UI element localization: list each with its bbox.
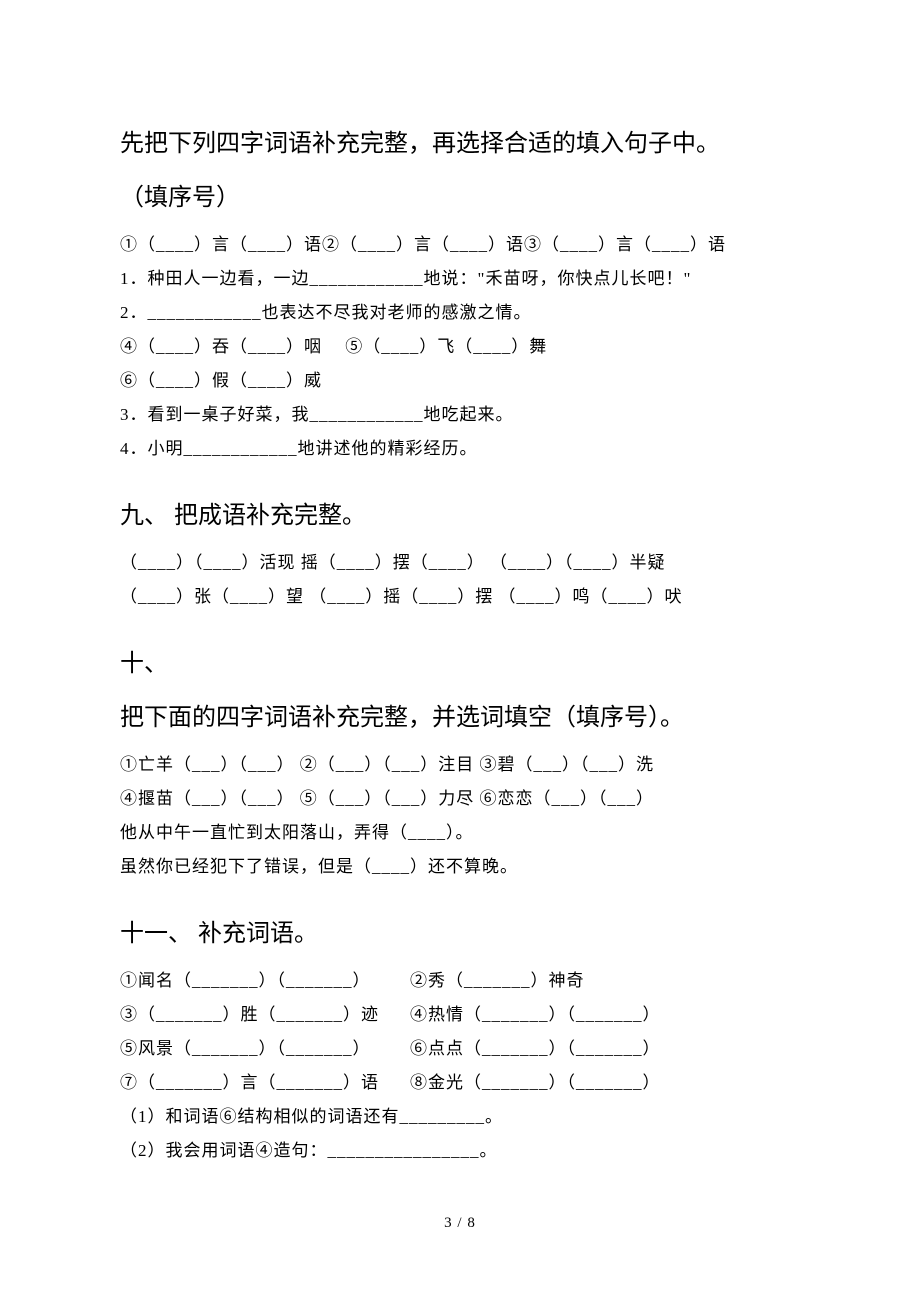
s11-row3: ⑤风景（_______）（_______） ⑥点点（_______）（_____… <box>120 1032 800 1066</box>
s10-line4: 虽然你已经犯下了错误，但是（____）还不算晚。 <box>120 850 800 884</box>
intro-line2: 1．种田人一边看，一边____________地说："禾苗呀，你快点儿长吧！" <box>120 262 800 296</box>
s10-line2: ④揠苗（___）（___） ⑤（___）（___）力尽 ⑥恋恋（___）（___… <box>120 782 800 816</box>
s11-r1b: ②秀（_______）神奇 <box>410 964 585 998</box>
s11-r3b: ⑥点点（_______）（_______） <box>410 1032 661 1066</box>
section-10-title-b: 把下面的四字词语补充完整，并选词填空（填序号）。 <box>120 694 800 742</box>
intro-line7: 4．小明____________地讲述他的精彩经历。 <box>120 432 800 466</box>
page-footer: 3 / 8 <box>0 1215 920 1232</box>
s11-r4b: ⑧金光（_______）（_______） <box>410 1066 661 1100</box>
section-10-title-a: 十、 <box>120 640 800 688</box>
section-11-title: 十一、 补充词语。 <box>120 910 800 958</box>
s9-line2: （____）张（____）望 （____）摇（____）摆 （____）鸣（__… <box>120 580 800 614</box>
s11-line6: （2）我会用词语④造句：________________。 <box>120 1134 800 1168</box>
section-9-title: 九、 把成语补充完整。 <box>120 492 800 540</box>
intro-line1: ①（____）言（____）语②（____）言（____）语③（____）言（_… <box>120 228 800 262</box>
intro-line4: ④（____）吞（____）咽 ⑤（____）飞（____）舞 <box>120 330 800 364</box>
s11-r4a: ⑦（_______）言（_______）语 <box>120 1066 410 1100</box>
s10-line1: ①亡羊（___）（___） ②（___）（___）注目 ③碧（___）（___）… <box>120 748 800 782</box>
s11-r2a: ③（_______）胜（_______）迹 <box>120 998 410 1032</box>
s11-r1a: ①闻名（_______）（_______） <box>120 964 410 998</box>
intro-para2: （填序号） <box>120 174 800 222</box>
s11-row4: ⑦（_______）言（_______）语 ⑧金光（_______）（_____… <box>120 1066 800 1100</box>
intro-para1: 先把下列四字词语补充完整，再选择合适的填入句子中。 <box>120 120 800 168</box>
intro-line3: 2．____________也表达不尽我对老师的感激之情。 <box>120 296 800 330</box>
s10-line3: 他从中午一直忙到太阳落山，弄得（____）。 <box>120 816 800 850</box>
intro-line5: ⑥（____）假（____）威 <box>120 364 800 398</box>
s11-row1: ①闻名（_______）（_______） ②秀（_______）神奇 <box>120 964 800 998</box>
s11-line5: （1）和词语⑥结构相似的词语还有_________。 <box>120 1100 800 1134</box>
s9-line1: （____）（____）活现 摇（____）摆（____） （____）（___… <box>120 546 800 580</box>
page-content: 先把下列四字词语补充完整，再选择合适的填入句子中。 （填序号） ①（____）言… <box>0 0 920 1168</box>
s11-row2: ③（_______）胜（_______）迹 ④热情（_______）（_____… <box>120 998 800 1032</box>
s11-r3a: ⑤风景（_______）（_______） <box>120 1032 410 1066</box>
s11-r2b: ④热情（_______）（_______） <box>410 998 661 1032</box>
intro-line6: 3．看到一桌子好菜，我____________地吃起来。 <box>120 398 800 432</box>
